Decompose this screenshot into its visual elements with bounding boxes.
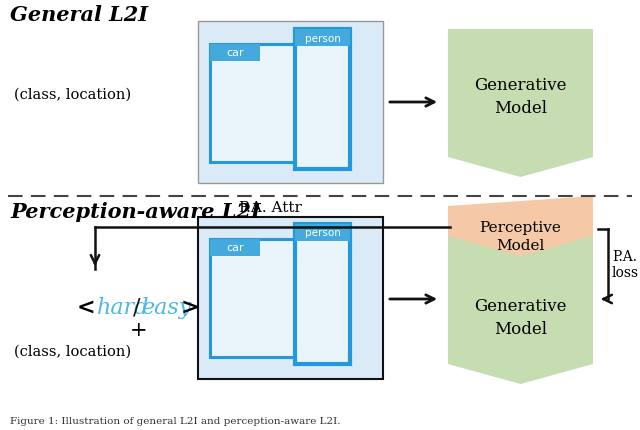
Text: General L2I: General L2I [10, 5, 148, 25]
Text: hard: hard [97, 296, 150, 318]
Text: person: person [305, 34, 340, 43]
Text: easy: easy [141, 296, 191, 318]
Bar [295, 224, 350, 364]
Bar [210, 240, 298, 357]
Bar [198, 218, 383, 379]
Text: P.A. Attr: P.A. Attr [239, 200, 301, 215]
Bar [210, 240, 260, 256]
Text: (class, location): (class, location) [14, 344, 131, 358]
Text: (class, location): (class, location) [14, 88, 131, 102]
Bar [295, 30, 350, 47]
Polygon shape [448, 30, 593, 178]
Polygon shape [448, 197, 593, 271]
Bar [295, 30, 350, 169]
Text: P.A.
loss: P.A. loss [612, 249, 639, 280]
Bar [198, 22, 383, 184]
Text: /: / [133, 296, 141, 318]
Text: Perceptive
Model: Perceptive Model [479, 220, 561, 252]
Bar [295, 224, 350, 241]
Text: +: + [130, 320, 148, 339]
Bar [210, 45, 298, 163]
Polygon shape [448, 237, 593, 384]
Text: person: person [305, 228, 340, 238]
Text: Figure 1: Illustration of general L2I and perception-aware L2I.: Figure 1: Illustration of general L2I an… [10, 416, 340, 425]
Text: >: > [181, 296, 200, 318]
Text: Perception-aware L2I: Perception-aware L2I [10, 202, 260, 221]
Text: car: car [226, 243, 244, 253]
Text: Generative
Model: Generative Model [474, 77, 567, 117]
Bar [210, 45, 260, 62]
Text: car: car [226, 49, 244, 58]
Text: <: < [76, 296, 95, 318]
Text: Generative
Model: Generative Model [474, 298, 567, 337]
